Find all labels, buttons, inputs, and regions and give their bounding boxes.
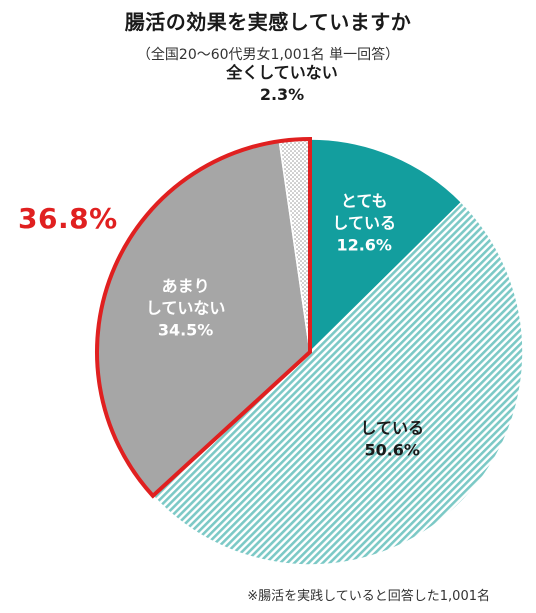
highlight-outline: [95, 136, 312, 499]
pie-slice-している: [151, 201, 524, 566]
slice-value-あまり-していない: 34.5%: [158, 321, 214, 340]
chart-footnote: ※腸活を実践していると回答した1,001名: [247, 589, 490, 604]
slice-label-全くしていない-0: 全くしていない: [225, 63, 338, 82]
slice-value-している: 50.6%: [364, 440, 420, 459]
slice-label-している-0: している: [360, 418, 424, 437]
chart-title: 腸活の効果を実感していますか: [124, 10, 412, 34]
slice-label-あまり-していない-0: あまり: [162, 277, 210, 296]
slice-label-あまり-していない-1: していない: [146, 299, 226, 318]
chart-subtitle: （全国20～60代男女1,001名 単一回答）: [136, 47, 400, 63]
slice-label-とても-している-0: とても: [341, 191, 388, 210]
highlight-total-label: 36.8%: [18, 202, 118, 235]
slice-label-とても-している-1: している: [332, 213, 396, 232]
slice-value-全くしていない: 2.3%: [260, 85, 304, 104]
slice-value-とても-している: 12.6%: [336, 235, 392, 254]
pie-slice-とても-している: [309, 138, 463, 354]
